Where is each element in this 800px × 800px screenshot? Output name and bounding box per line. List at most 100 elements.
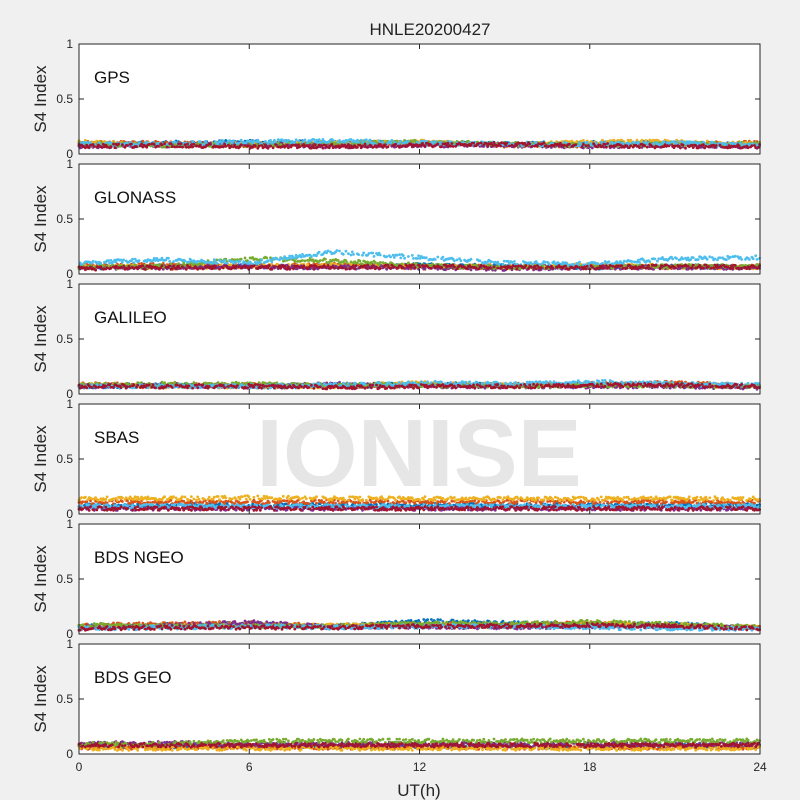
data-point xyxy=(578,141,581,145)
data-point xyxy=(384,143,387,147)
data-point xyxy=(317,138,321,142)
data-point xyxy=(113,146,117,150)
data-point xyxy=(590,146,594,150)
data-point xyxy=(401,144,405,148)
data-point xyxy=(274,143,277,146)
data-point xyxy=(82,140,86,144)
data-point xyxy=(181,145,184,149)
data-point xyxy=(239,138,243,142)
data-point xyxy=(567,140,571,144)
data-point xyxy=(152,143,156,146)
data-point xyxy=(656,145,659,149)
data-point xyxy=(109,145,113,149)
data-point xyxy=(303,138,307,142)
data-point xyxy=(725,143,728,147)
data-point xyxy=(681,143,685,147)
data-point xyxy=(316,141,320,145)
data-point xyxy=(331,139,335,142)
data-point xyxy=(587,144,590,147)
data-point xyxy=(184,145,188,149)
data-point xyxy=(243,144,247,147)
data-point xyxy=(386,145,390,149)
data-point xyxy=(178,145,182,149)
data-point xyxy=(364,138,368,142)
data-point xyxy=(625,144,629,148)
data-point xyxy=(606,142,609,145)
data-point xyxy=(399,139,403,143)
data-point xyxy=(585,140,589,144)
data-point xyxy=(315,138,318,142)
data-point xyxy=(262,145,266,149)
data-point xyxy=(287,138,290,142)
data-point xyxy=(183,143,187,147)
data-point xyxy=(173,145,177,149)
data-point xyxy=(101,264,105,268)
data-point xyxy=(601,145,604,148)
data-point xyxy=(705,139,709,143)
data-point xyxy=(394,142,398,146)
data-point xyxy=(491,143,495,147)
data-point xyxy=(179,142,183,146)
data-point xyxy=(338,139,341,142)
data-point xyxy=(528,142,532,146)
data-point xyxy=(510,143,514,147)
data-point xyxy=(580,145,584,149)
data-point xyxy=(584,144,588,148)
data-point xyxy=(449,144,452,148)
data-point xyxy=(416,140,419,144)
data-point xyxy=(343,143,346,147)
data-point xyxy=(676,140,680,143)
data-point xyxy=(140,142,144,146)
data-point xyxy=(562,140,566,144)
data-point xyxy=(518,142,521,145)
data-point xyxy=(287,146,290,150)
data-point xyxy=(192,142,196,146)
data-point xyxy=(684,142,687,146)
data-point xyxy=(257,144,261,148)
data-point xyxy=(687,140,691,144)
data-point xyxy=(451,145,455,148)
data-point xyxy=(739,141,742,145)
data-point xyxy=(105,145,109,149)
data-point xyxy=(294,138,298,142)
data-point xyxy=(371,145,375,149)
data-point xyxy=(742,145,746,149)
data-point xyxy=(423,144,427,148)
data-point xyxy=(644,139,648,142)
data-point xyxy=(361,144,364,148)
panel-label-gps: GPS xyxy=(94,68,130,87)
data-point xyxy=(446,141,450,145)
data-point xyxy=(306,262,309,266)
data-point xyxy=(126,144,129,147)
data-point xyxy=(276,138,280,142)
data-point xyxy=(331,146,335,150)
data-point xyxy=(130,142,133,146)
y-axis-label: S4 Index xyxy=(31,65,50,133)
data-point xyxy=(290,143,294,147)
data-point xyxy=(310,146,313,150)
data-point xyxy=(433,140,437,144)
data-point xyxy=(477,142,481,145)
data-point xyxy=(229,145,233,148)
data-point xyxy=(629,144,632,148)
data-point xyxy=(721,145,724,149)
data-point xyxy=(479,141,483,145)
data-point xyxy=(366,146,369,149)
data-point xyxy=(702,143,705,147)
data-point xyxy=(574,143,578,147)
data-point xyxy=(368,138,372,142)
data-point xyxy=(631,140,635,144)
data-point xyxy=(294,143,298,147)
data-point xyxy=(398,146,401,149)
data-point xyxy=(237,141,241,145)
data-point xyxy=(273,138,276,142)
data-point xyxy=(198,140,202,144)
data-point xyxy=(450,142,454,145)
data-point xyxy=(177,262,181,265)
data-point xyxy=(229,263,233,267)
data-point xyxy=(169,142,173,145)
data-point xyxy=(634,143,638,147)
data-point xyxy=(232,139,235,143)
data-point xyxy=(500,141,503,145)
